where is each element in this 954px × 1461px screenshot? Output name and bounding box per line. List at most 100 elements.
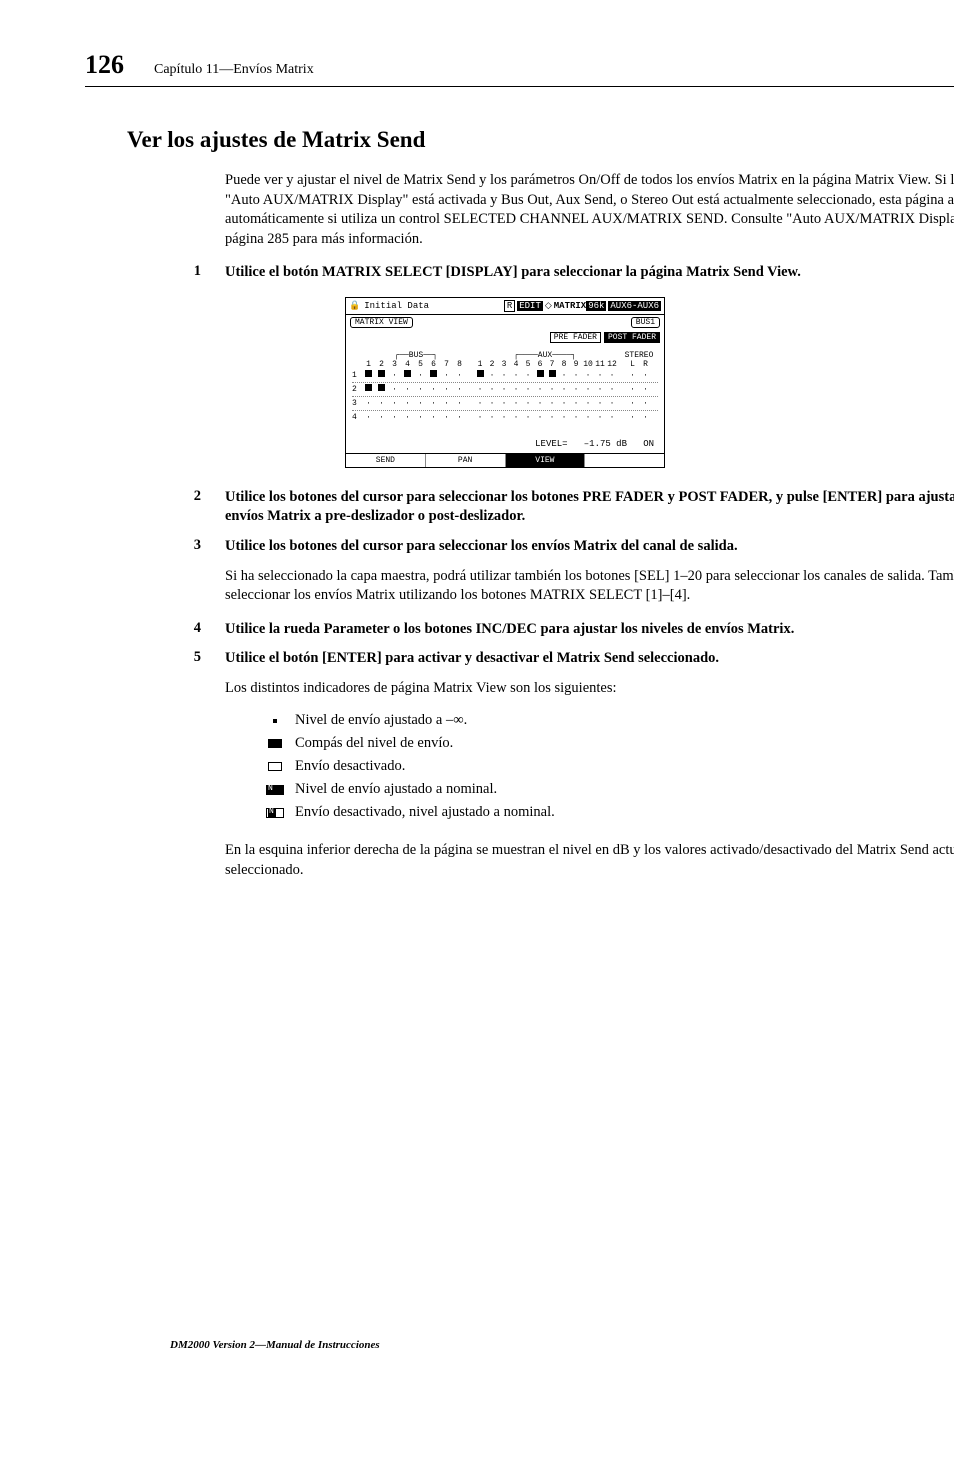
lcd-cell[interactable]: · [453,371,466,380]
lcd-cell[interactable] [546,370,558,380]
lcd-cell[interactable]: · [606,413,618,422]
col-num: 10 [582,360,594,369]
lcd-cell[interactable]: · [453,413,466,422]
lcd-cell[interactable]: · [498,399,510,408]
lcd-cell[interactable]: · [510,399,522,408]
lcd-cell[interactable]: · [606,371,618,380]
lcd-cell[interactable]: · [362,413,375,422]
lcd-cell[interactable]: · [558,399,570,408]
lcd-cell[interactable]: · [626,371,639,380]
lcd-cell[interactable]: · [414,371,427,380]
lcd-cell[interactable]: · [474,385,486,394]
lcd-cell[interactable]: · [639,385,652,394]
lcd-cell[interactable]: · [582,413,594,422]
lcd-cell[interactable]: · [453,385,466,394]
lcd-cell[interactable]: · [498,413,510,422]
level-label: LEVEL= [535,439,567,449]
lcd-cell[interactable]: · [570,385,582,394]
post-fader-button[interactable]: POST FADER [604,332,660,343]
lcd-cell[interactable]: · [570,413,582,422]
lcd-cell[interactable]: · [375,399,388,408]
lcd-cell[interactable]: · [375,413,388,422]
lcd-cell[interactable]: · [522,413,534,422]
lcd-cell[interactable]: · [486,371,498,380]
lcd-cell[interactable]: · [510,413,522,422]
stereo-label: STEREO [625,351,654,360]
lcd-cell[interactable]: · [486,399,498,408]
lcd-cell[interactable]: · [486,413,498,422]
lcd-cell[interactable]: · [594,399,606,408]
pre-fader-button[interactable]: PRE FADER [550,332,601,343]
lcd-cell[interactable]: · [388,385,401,394]
lcd-cell[interactable] [534,370,546,380]
lcd-cell[interactable]: · [522,371,534,380]
indicator-row: Envío desactivado. [255,758,954,775]
lcd-cell[interactable]: · [401,399,414,408]
lcd-cell[interactable]: · [401,385,414,394]
lcd-cell[interactable]: · [498,371,510,380]
lcd-cell[interactable]: · [522,385,534,394]
lcd-cell[interactable] [427,370,440,380]
lcd-cell[interactable]: · [639,399,652,408]
lcd-cell[interactable]: · [440,413,453,422]
lcd-cell[interactable]: · [414,413,427,422]
lcd-cell[interactable]: · [388,399,401,408]
lcd-cell[interactable]: · [626,399,639,408]
lcd-cell[interactable]: · [639,371,652,380]
lcd-cell[interactable]: · [626,385,639,394]
lcd-cell[interactable]: · [440,385,453,394]
lcd-cell[interactable]: · [440,371,453,380]
lcd-cell[interactable]: · [594,385,606,394]
tab-pan[interactable]: PAN [426,454,506,467]
lcd-cell[interactable]: · [558,371,570,380]
lcd-cell[interactable]: · [427,385,440,394]
lcd-cell[interactable]: · [639,413,652,422]
lcd-cell[interactable]: · [388,413,401,422]
lcd-cell[interactable]: · [546,413,558,422]
lcd-cell[interactable]: · [440,399,453,408]
lcd-cell[interactable]: · [534,413,546,422]
lcd-cell[interactable]: · [582,371,594,380]
lcd-cell[interactable]: · [510,371,522,380]
lcd-cell[interactable] [362,370,375,380]
lcd-cell[interactable]: · [414,385,427,394]
lcd-cell[interactable] [362,384,375,394]
lcd-cell[interactable]: · [414,399,427,408]
lcd-cell[interactable] [375,384,388,394]
lcd-cell[interactable]: · [582,399,594,408]
lcd-cell[interactable]: · [546,399,558,408]
lcd-cell[interactable]: · [594,371,606,380]
lcd-cell[interactable]: · [510,385,522,394]
lcd-cell[interactable]: · [522,399,534,408]
lcd-cell[interactable]: · [388,371,401,380]
lcd-cell[interactable]: · [606,385,618,394]
lcd-cell[interactable]: · [534,399,546,408]
lcd-cell[interactable]: · [486,385,498,394]
lcd-cell[interactable]: · [594,413,606,422]
lcd-cell[interactable]: · [498,385,510,394]
lcd-cell[interactable]: · [474,413,486,422]
lcd-cell[interactable]: · [558,385,570,394]
lcd-cell[interactable]: · [453,399,466,408]
lcd-cell[interactable]: · [606,399,618,408]
lcd-cell[interactable] [474,370,486,380]
lcd-cell[interactable] [375,370,388,380]
col-num: 7 [440,360,453,369]
lcd-cell[interactable]: · [427,399,440,408]
tab-send[interactable]: SEND [346,454,426,467]
page-number: 126 [85,50,124,80]
lcd-cell[interactable]: · [474,399,486,408]
lcd-cell[interactable]: · [427,413,440,422]
lcd-cell[interactable]: · [534,385,546,394]
lock-icon: 🔒 [349,301,360,311]
lcd-cell[interactable]: · [558,413,570,422]
lcd-cell[interactable]: · [362,399,375,408]
lcd-cell[interactable]: · [626,413,639,422]
lcd-cell[interactable]: · [570,399,582,408]
lcd-cell[interactable]: · [570,371,582,380]
lcd-cell[interactable] [401,370,414,380]
lcd-cell[interactable]: · [401,413,414,422]
lcd-cell[interactable]: · [546,385,558,394]
tab-view[interactable]: VIEW [506,454,586,467]
lcd-cell[interactable]: · [582,385,594,394]
